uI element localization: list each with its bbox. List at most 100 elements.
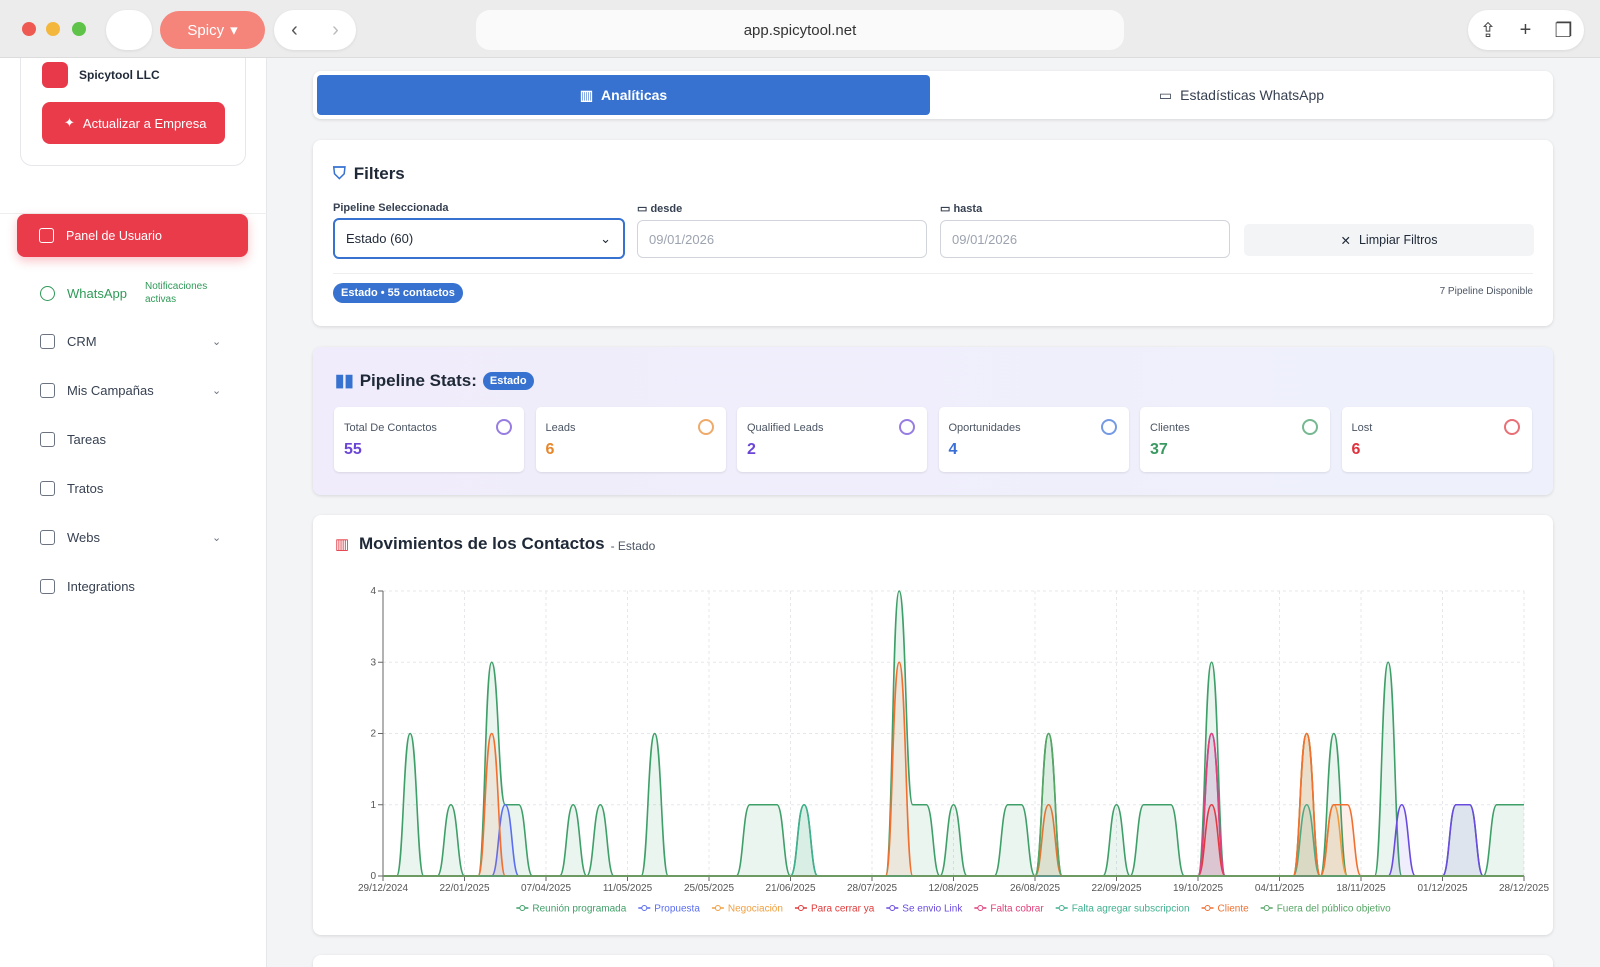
- nav-item[interactable]: Webs ⌄: [40, 530, 240, 545]
- tabs: ▥ Analíticas ▭ Estadísticas WhatsApp: [313, 71, 1553, 119]
- stat-card: Total De Contactos 55: [334, 407, 524, 472]
- chart-icon: ▥: [335, 536, 349, 553]
- upgrade-label: Actualizar a Empresa: [82, 115, 207, 131]
- date-to[interactable]: 09/01/2026: [940, 220, 1230, 258]
- stat-card: Clientes 37: [1140, 407, 1330, 472]
- stat-value: 4: [948, 441, 958, 458]
- browser-bar: Spicy ▾ ‹ › app.spicytool.net ⇪ + ❐: [0, 0, 1600, 58]
- x-tick-label: 01/12/2025: [1417, 883, 1467, 894]
- nav-label: Webs: [67, 530, 100, 545]
- label: ▭ desde: [637, 203, 683, 215]
- area-fill: [383, 733, 1524, 876]
- date-value: 09/01/2026: [952, 231, 1018, 247]
- stats-title: ▮▮ Pipeline Stats: Estado: [335, 371, 534, 391]
- nav-buttons[interactable]: ‹ ›: [274, 10, 356, 50]
- label: Pipeline Seleccionada: [333, 202, 449, 214]
- x-tick-label: 21/06/2025: [765, 883, 815, 894]
- chart-subtitle: - Estado: [611, 539, 656, 553]
- stat-icon: [697, 419, 714, 435]
- nav-item[interactable]: Tareas: [40, 432, 240, 447]
- stat-label: Oportunidades: [948, 422, 1021, 434]
- status: Notificaciones activas: [144, 281, 208, 305]
- next-card: [313, 955, 1553, 967]
- nav-active[interactable]: Panel de Usuario: [17, 214, 248, 257]
- stat-icon: [1302, 419, 1318, 435]
- chevron: ⌄: [212, 385, 222, 397]
- stat-icon: [899, 419, 915, 435]
- minimize[interactable]: [46, 22, 60, 36]
- nav-icon: [40, 432, 55, 447]
- date-from[interactable]: 09/01/2026: [637, 220, 927, 258]
- filters-card: ⛉ Filters Pipeline Seleccionada Estado (6…: [313, 140, 1553, 326]
- x-tick-label: 07/04/2025: [521, 883, 571, 894]
- stat-label: Total De Contactos: [344, 422, 437, 434]
- sidebar-toggle[interactable]: [106, 10, 152, 50]
- y-tick-label: 4: [370, 586, 376, 597]
- badge: Estado: [482, 372, 534, 390]
- available: 7 Pipeline Disponible: [1439, 286, 1533, 297]
- clear-button[interactable]: ✕ Limpiar Filtros: [1244, 224, 1534, 256]
- legend-label: Negociación: [728, 904, 783, 915]
- title-text: Filters: [353, 164, 405, 183]
- stat-label: Leads: [545, 422, 576, 434]
- app-button[interactable]: Spicy ▾: [160, 11, 265, 49]
- nav-item[interactable]: Mis Campañas ⌄: [40, 383, 240, 398]
- divider: [333, 273, 1533, 274]
- legend-swatch: [1058, 905, 1065, 911]
- stat-icon: [1503, 419, 1520, 435]
- legend-label: Falta agregar subscripcion: [1072, 904, 1190, 915]
- nav-label: Mis Campañas: [67, 383, 154, 398]
- x-tick-label: 26/08/2025: [1010, 883, 1060, 894]
- company-logo: [42, 62, 68, 88]
- stat-icon: [496, 419, 512, 435]
- legend-swatch: [714, 905, 721, 911]
- address-bar[interactable]: app.spicytool.net: [476, 10, 1124, 50]
- nav-label: Tareas: [67, 432, 107, 447]
- stat-card: Oportunidades 4: [938, 407, 1129, 472]
- chart-title: Movimientos de los Contactos: [359, 534, 605, 553]
- tab-active[interactable]: ▥ Analíticas: [317, 75, 930, 115]
- x-tick-label: 19/10/2025: [1173, 883, 1223, 894]
- browser-actions[interactable]: ⇪ + ❐: [1468, 10, 1584, 50]
- title-text: Pipeline Stats:: [359, 371, 477, 390]
- y-tick-label: 0: [370, 871, 376, 882]
- nav-item[interactable]: CRM ⌄: [40, 334, 240, 349]
- divider: [0, 213, 267, 214]
- chevron: ⌄: [212, 532, 222, 544]
- legend-label: Propuesta: [654, 904, 700, 915]
- nav-icon: [40, 334, 55, 349]
- zoom[interactable]: [72, 22, 86, 36]
- nav-item[interactable]: Integrations: [40, 579, 240, 594]
- x-tick-label: 29/12/2024: [358, 883, 408, 894]
- legend-swatch: [1204, 905, 1211, 911]
- date-value: 09/01/2026: [649, 231, 715, 247]
- label-text: hasta: [953, 203, 983, 215]
- upgrade-button[interactable]: ✦ Actualizar a Empresa: [42, 102, 225, 144]
- button-label: Limpiar Filtros: [1358, 233, 1438, 247]
- chart: ▥ Movimientos de los Contactos - Estado …: [335, 534, 1549, 915]
- pipeline-select[interactable]: Estado (60) ⌄: [333, 218, 625, 259]
- stat-value: 2: [747, 441, 756, 458]
- x-tick-label: 04/11/2025: [1255, 883, 1305, 894]
- tab[interactable]: ▭ Estadísticas WhatsApp: [1158, 86, 1325, 104]
- url: app.spicytool.net: [743, 21, 857, 39]
- chevron: ⌄: [212, 336, 222, 348]
- stat-value: 6: [1351, 441, 1361, 458]
- stat-card: Leads 6: [535, 407, 726, 472]
- close[interactable]: [22, 22, 36, 36]
- x-tick-label: 28/12/2025: [1499, 883, 1549, 894]
- stat-label: Clientes: [1150, 422, 1190, 434]
- legend-label: Cliente: [1218, 904, 1250, 915]
- select-value: Estado (60): [346, 231, 414, 246]
- stat-label: Qualified Leads: [747, 422, 824, 434]
- stat-value: 55: [344, 441, 362, 458]
- nav-label: Integrations: [67, 579, 135, 594]
- nav-label: WhatsApp: [67, 285, 127, 301]
- y-tick-label: 1: [370, 800, 376, 811]
- nav-item[interactable]: Tratos: [40, 481, 240, 496]
- company-box: Spicytool LLC ✦ Actualizar a Empresa: [20, 58, 246, 166]
- nav-whatsapp[interactable]: WhatsApp Notificaciones activas: [40, 280, 225, 306]
- nav-label: CRM: [67, 334, 97, 349]
- y-tick-label: 3: [370, 657, 376, 668]
- legend-swatch: [1263, 905, 1270, 911]
